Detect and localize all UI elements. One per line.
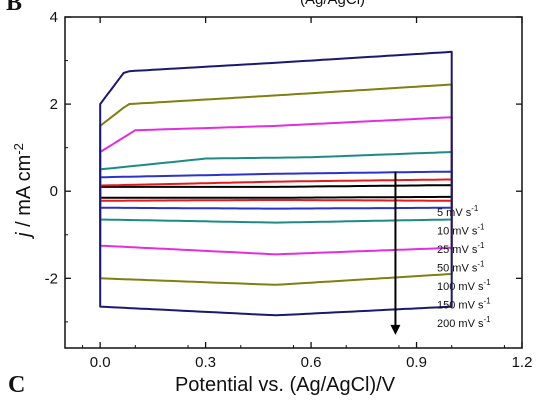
y-axis-title-italic: j <box>13 232 35 240</box>
y-axis-title: j / mA cm-2 <box>11 143 35 240</box>
y-axis-title-superscript: -2 <box>11 143 26 155</box>
axis-layer: 0.0 0.3 0.6 0.9 1.2 -2 0 2 4 <box>45 9 533 371</box>
x-tick-label: 1.2 <box>512 354 533 371</box>
cv-curve-7 <box>99 50 453 317</box>
legend-entry: 10 mV s-1 <box>437 223 485 238</box>
legend: 5 mV s-1 10 mV s-1 25 mV s-1 50 mV s-1 100 m… <box>437 204 491 330</box>
x-axis-title: Potential vs. (Ag/AgCl)/V <box>175 374 396 396</box>
y-tick-label: 0 <box>50 183 58 200</box>
x-tick-label: 0.0 <box>90 354 111 371</box>
legend-entry: 5 mV s-1 <box>437 204 479 219</box>
y-tick-label: 4 <box>50 9 58 26</box>
panel-letter-c: C <box>8 372 25 398</box>
legend-entry: 200 mV s-1 <box>437 315 491 330</box>
cv-curve-1 <box>99 184 453 199</box>
legend-entry: 50 mV s-1 <box>437 260 485 275</box>
panel-letter-b: B <box>6 0 22 16</box>
cv-curve-3 <box>99 170 453 210</box>
scan-rate-arrow <box>390 171 401 335</box>
y-tick-label: 2 <box>50 96 58 113</box>
y-axis-title-main: / mA cm <box>13 155 35 233</box>
x-tick-label: 0.6 <box>301 354 322 371</box>
cut-top-text: (Ag/AgCl) <box>300 0 365 8</box>
legend-entry: 25 mV s-1 <box>437 241 485 256</box>
x-tick-label: 0.9 <box>406 354 427 371</box>
legend-entry: 100 mV s-1 <box>437 278 491 293</box>
y-tick-label: -2 <box>45 270 58 287</box>
legend-entry: 150 mV s-1 <box>437 297 491 312</box>
arrow-head <box>390 324 401 335</box>
series-layer <box>99 50 453 317</box>
plot-frame <box>64 16 523 349</box>
x-tick-label: 0.3 <box>195 354 216 371</box>
